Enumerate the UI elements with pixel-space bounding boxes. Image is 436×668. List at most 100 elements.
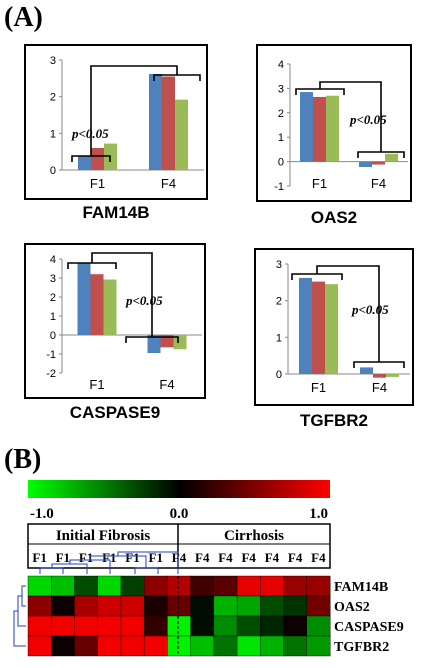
bar-oas2-f1-s1 bbox=[300, 92, 313, 162]
bar-tgfbr2-f1-s2 bbox=[312, 281, 325, 374]
bracket-connector bbox=[90, 65, 178, 156]
heatmap-cell bbox=[74, 575, 99, 597]
column-label: F4 bbox=[311, 550, 326, 565]
heatmap-cell bbox=[213, 575, 238, 597]
bar-oas2-f4-s1 bbox=[359, 161, 372, 167]
heatmap-cell bbox=[97, 615, 122, 637]
column-label: F4 bbox=[195, 550, 210, 565]
heatmap-cell bbox=[51, 635, 75, 657]
bar-tgfbr2-f4-s3 bbox=[386, 374, 399, 377]
row-dendrogram bbox=[13, 585, 26, 647]
heatmap-cell bbox=[236, 635, 261, 657]
bar-oas2-f4-s2 bbox=[372, 161, 385, 165]
category-label-f4: F4 bbox=[161, 176, 176, 191]
bar-fam14b-f4-s2 bbox=[162, 76, 175, 170]
bar-fam14b-f1-s1 bbox=[78, 156, 91, 170]
y-tick-label: 1 bbox=[50, 311, 56, 323]
significance-bracket bbox=[291, 265, 405, 368]
bracket-cap bbox=[67, 262, 117, 269]
y-tick-label: -2 bbox=[46, 368, 56, 380]
heatmap-cell bbox=[27, 635, 52, 657]
category-label-f1: F1 bbox=[311, 380, 326, 395]
heatmap-cell bbox=[143, 615, 168, 637]
y-tick-label: 3 bbox=[50, 273, 56, 285]
column-label: F4 bbox=[288, 550, 303, 565]
heatmap-cell bbox=[260, 575, 285, 597]
heatmap-cell bbox=[120, 635, 145, 657]
column-label: F1 bbox=[102, 550, 116, 565]
p-value-label: p<0.05 bbox=[71, 126, 109, 141]
heatmap-cell bbox=[306, 575, 331, 597]
y-tick-label: 2 bbox=[276, 296, 282, 308]
heatmap-panel: -1.0 0.0 1.0 Initial Fibrosis Cirrhosis F1 F1 F… bbox=[13, 480, 404, 657]
significance-bracket bbox=[71, 65, 201, 162]
y-tick-label: -1 bbox=[46, 349, 56, 361]
category-label-f1: F1 bbox=[312, 176, 327, 191]
bar-caspase9-f1-s1 bbox=[77, 262, 91, 335]
heatmap-cell bbox=[260, 635, 285, 657]
heatmap-cell bbox=[120, 575, 145, 597]
heatmap-cell bbox=[74, 615, 99, 637]
heatmap-cell bbox=[97, 595, 122, 617]
y-tick-label: 3 bbox=[50, 55, 56, 67]
heatmap-cell bbox=[51, 615, 75, 637]
bar-tgfbr2-f1-s1 bbox=[299, 277, 312, 374]
heatmap-cell bbox=[97, 635, 122, 657]
y-tick-label: 4 bbox=[278, 59, 284, 71]
heatmap-cell bbox=[143, 635, 168, 657]
heatmap-cell bbox=[306, 595, 331, 617]
p-value-label: p<0.05 bbox=[351, 302, 389, 317]
heatmap-cell bbox=[213, 635, 238, 657]
bar-caspase9-f4-s3 bbox=[173, 335, 187, 350]
heatmap-cell bbox=[190, 595, 215, 617]
bar-fam14b-f1-s2 bbox=[91, 148, 104, 170]
heatmap-cell bbox=[167, 615, 192, 637]
heatmap-cell bbox=[27, 595, 52, 617]
column-label: F4 bbox=[241, 550, 256, 565]
heatmap-cell bbox=[236, 615, 261, 637]
bar-fam14b-f4-s3 bbox=[175, 99, 188, 170]
y-tick-label: 4 bbox=[50, 254, 56, 266]
heatmap-cell bbox=[167, 575, 192, 597]
column-label: F4 bbox=[172, 550, 187, 565]
y-tick-label: 0 bbox=[278, 157, 284, 169]
heatmap-cell bbox=[260, 595, 285, 617]
column-label: F4 bbox=[218, 550, 233, 565]
color-scale-mid-label: 0.0 bbox=[170, 506, 189, 522]
bar-oas2-f4-s3 bbox=[385, 153, 398, 162]
heatmap-cell bbox=[213, 615, 238, 637]
heatmap-cell bbox=[190, 635, 215, 657]
column-label: F1 bbox=[32, 550, 46, 565]
y-tick-label: 2 bbox=[278, 108, 284, 120]
heatmap-cell bbox=[283, 575, 308, 597]
y-tick-label: 3 bbox=[278, 83, 284, 95]
category-label-f1: F1 bbox=[90, 176, 105, 191]
heatmap-cell bbox=[236, 595, 261, 617]
y-tick-label: -1 bbox=[274, 181, 284, 193]
row-label-fam14b: FAM14B bbox=[334, 580, 388, 595]
heatmap-cell bbox=[167, 635, 192, 657]
y-tick-label: 2 bbox=[50, 292, 56, 304]
column-dendrogram bbox=[39, 551, 179, 574]
column-label: F1 bbox=[56, 550, 70, 565]
column-label: F1 bbox=[149, 550, 163, 565]
bracket-connector bbox=[319, 81, 382, 152]
heatmap-cell bbox=[306, 635, 331, 657]
y-tick-label: 0 bbox=[276, 369, 282, 381]
heatmap-cell bbox=[74, 595, 99, 617]
y-tick-label: 2 bbox=[50, 92, 56, 104]
p-value-label: p<0.05 bbox=[125, 293, 163, 308]
y-tick-label: 1 bbox=[50, 128, 56, 140]
bar-chart-oas2: -1 0 1 2 3 4 F1 F4 p<0.05 bbox=[256, 44, 412, 202]
row-label-caspase9: CASPASE9 bbox=[334, 620, 404, 635]
heatmap-cell bbox=[283, 615, 308, 637]
bar-caspase9-f1-s3 bbox=[103, 279, 117, 335]
chart-title-oas2: OAS2 bbox=[310, 208, 358, 227]
column-label: F4 bbox=[265, 550, 280, 565]
heatmap-cell bbox=[27, 615, 52, 637]
bar-caspase9-f1-s2 bbox=[90, 274, 104, 335]
bracket-cap bbox=[353, 361, 405, 368]
heatmap-cell bbox=[190, 575, 215, 597]
heatmap-cell bbox=[283, 595, 308, 617]
group-label-cirrhosis: Cirrhosis bbox=[224, 528, 284, 544]
